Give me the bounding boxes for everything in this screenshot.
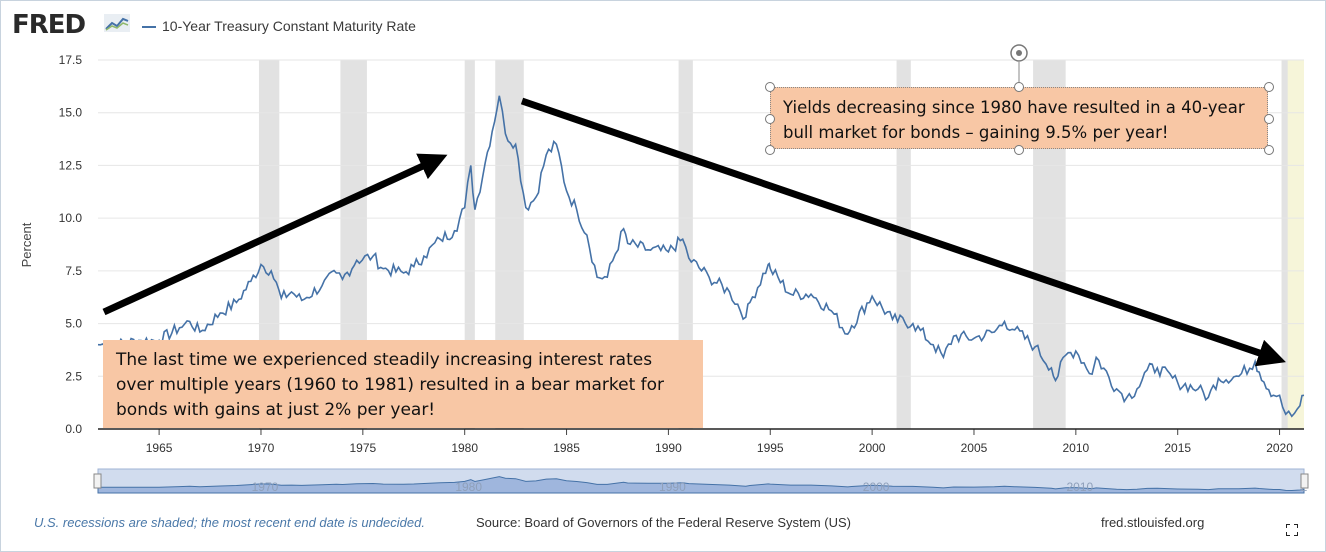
y-tick-label: 7.5 xyxy=(65,264,82,278)
x-tick-label: 2010 xyxy=(1062,441,1089,455)
resize-handle[interactable] xyxy=(1014,145,1024,155)
recession-band xyxy=(464,60,475,429)
x-tick-label: 1970 xyxy=(248,441,275,455)
navigator-label: 2000 xyxy=(863,480,890,494)
arrow-up xyxy=(102,153,448,316)
annotation-left-line1: The last time we experienced steadily in… xyxy=(116,350,653,370)
x-tick-label: 1995 xyxy=(757,441,784,455)
y-tick-label: 5.0 xyxy=(65,317,82,331)
annotation-left-line3: bonds with gains at just 2% per year! xyxy=(116,400,436,420)
legend-label: 10-Year Treasury Constant Maturity Rate xyxy=(162,18,416,34)
navigator-series xyxy=(97,476,1305,494)
legend[interactable]: 10-Year Treasury Constant Maturity Rate xyxy=(142,18,416,34)
y-tick-label: 10.0 xyxy=(59,211,83,225)
x-tick-label: 1990 xyxy=(655,441,682,455)
annotation-left-line2: over multiple years (1960 to 1981) resul… xyxy=(116,375,665,395)
navigator-handle-right xyxy=(1300,473,1309,489)
annotation-bear-market[interactable]: The last time we experienced steadily in… xyxy=(103,340,703,428)
x-tick-label: 2020 xyxy=(1266,441,1293,455)
chart-trend-icon xyxy=(104,14,130,32)
fred-logo[interactable]: FRED xyxy=(12,10,86,40)
x-tick-label: 2005 xyxy=(961,441,988,455)
legend-swatch xyxy=(142,26,156,29)
navigator-handle-left xyxy=(93,473,102,489)
series-line xyxy=(97,95,1305,418)
y-tick-label: 2.5 xyxy=(65,369,82,383)
site-link[interactable]: fred.stlouisfed.org xyxy=(1101,515,1205,530)
annotation-right-line1: Yields decreasing since 1980 have result… xyxy=(783,98,1245,117)
recession-note: U.S. recessions are shaded; the most rec… xyxy=(34,515,425,530)
annotation-right-line2: bull market for bonds – gaining 9.5% per… xyxy=(783,123,1169,142)
resize-handle[interactable] xyxy=(765,82,775,92)
recession-band xyxy=(896,60,911,429)
x-tick-label: 1975 xyxy=(349,441,376,455)
resize-handle[interactable] xyxy=(1264,82,1274,92)
x-tick-label: 2015 xyxy=(1164,441,1191,455)
y-tick-label: 0.0 xyxy=(65,422,82,436)
resize-handle[interactable] xyxy=(1014,82,1024,92)
y-tick-label: 15.0 xyxy=(59,106,83,120)
resize-handle[interactable] xyxy=(1264,145,1274,155)
recession-band xyxy=(258,60,280,429)
x-tick-label: 2000 xyxy=(859,441,886,455)
source-text: Source: Board of Governors of the Federa… xyxy=(476,515,851,530)
annotation-bull-market[interactable]: Yields decreasing since 1980 have result… xyxy=(770,87,1268,149)
x-tick-label: 1985 xyxy=(553,441,580,455)
x-tick-label: 1965 xyxy=(146,441,173,455)
navigator-label: 1990 xyxy=(659,480,686,494)
arrow-down xyxy=(520,97,1286,367)
recession-band xyxy=(1281,60,1288,429)
y-tick-label: 17.5 xyxy=(59,53,83,67)
navigator-label: 2010 xyxy=(1066,480,1093,494)
navigator-label: 1980 xyxy=(455,480,482,494)
resize-handle[interactable] xyxy=(1264,114,1274,124)
expand-icon[interactable] xyxy=(1286,524,1298,536)
y-tick-label: 12.5 xyxy=(59,158,83,172)
navigator-label: 1970 xyxy=(252,480,279,494)
y-axis-label: Percent xyxy=(19,222,34,267)
resize-handle[interactable] xyxy=(765,114,775,124)
x-tick-label: 1980 xyxy=(451,441,478,455)
resize-handle[interactable] xyxy=(765,145,775,155)
